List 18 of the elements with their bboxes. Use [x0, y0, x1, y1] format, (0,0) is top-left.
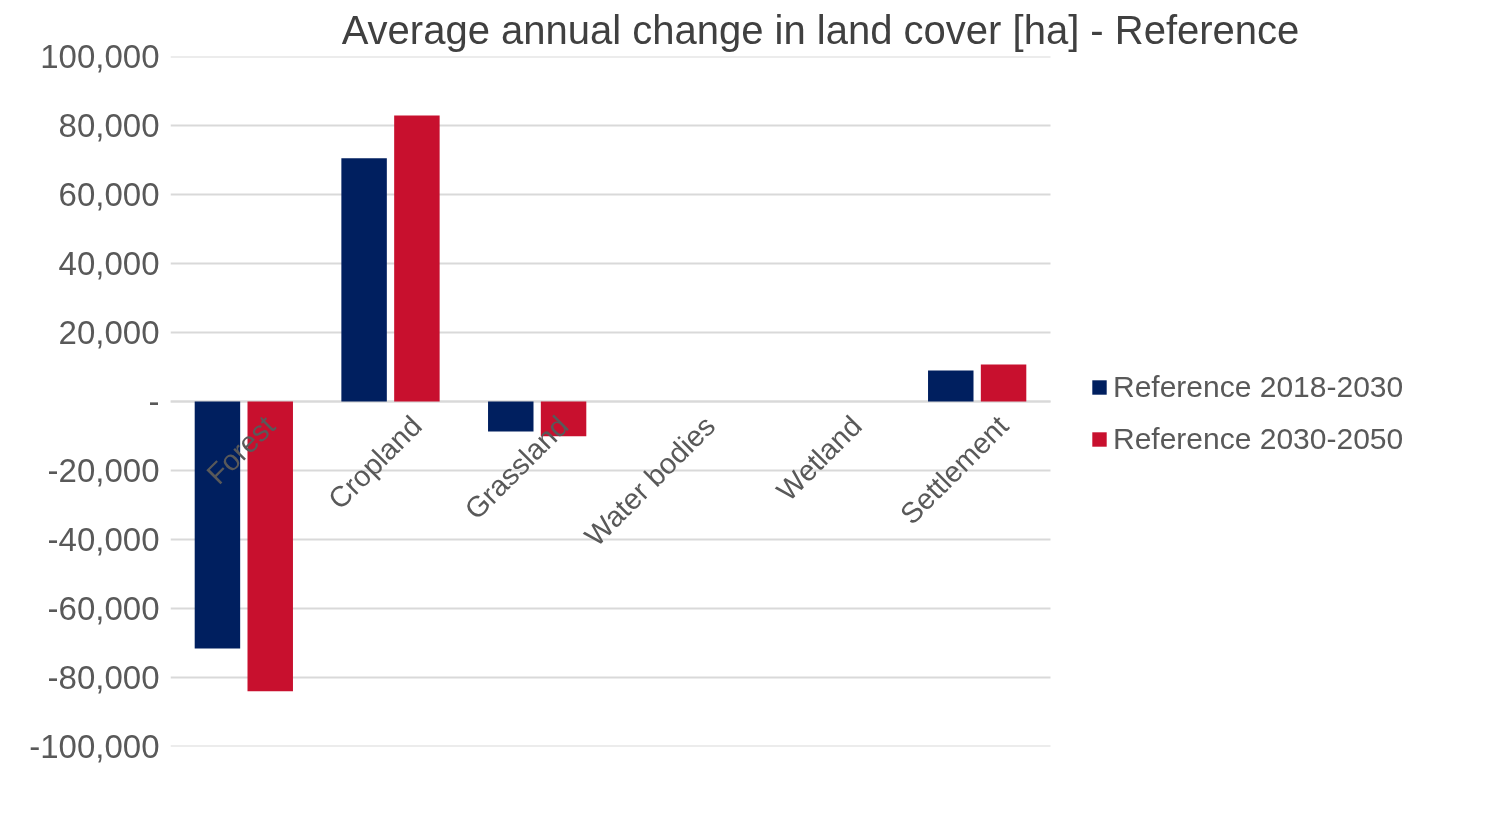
y-tick-label: 20,000	[58, 314, 160, 351]
legend-label: Reference 2030-2050	[1113, 422, 1404, 456]
y-tick-label: -	[148, 383, 160, 420]
y-tick-label: 80,000	[58, 107, 160, 144]
bar	[928, 370, 974, 402]
legend-label: Reference 2018-2030	[1113, 370, 1404, 404]
y-tick-label: 100,000	[40, 38, 160, 75]
chart-title: Average annual change in land cover [ha] - Reference	[341, 7, 1300, 52]
y-tick-label: -20,000	[47, 452, 160, 489]
y-tick-label: -40,000	[47, 521, 160, 558]
bar	[980, 364, 1027, 402]
bar	[341, 158, 387, 402]
y-tick-label: 60,000	[58, 176, 160, 213]
y-tick-label: -60,000	[47, 590, 160, 627]
y-tick-label: -80,000	[47, 659, 160, 696]
bar	[394, 115, 440, 402]
y-tick-label: 40,000	[58, 245, 160, 282]
y-tick-label: -100,000	[29, 728, 160, 765]
